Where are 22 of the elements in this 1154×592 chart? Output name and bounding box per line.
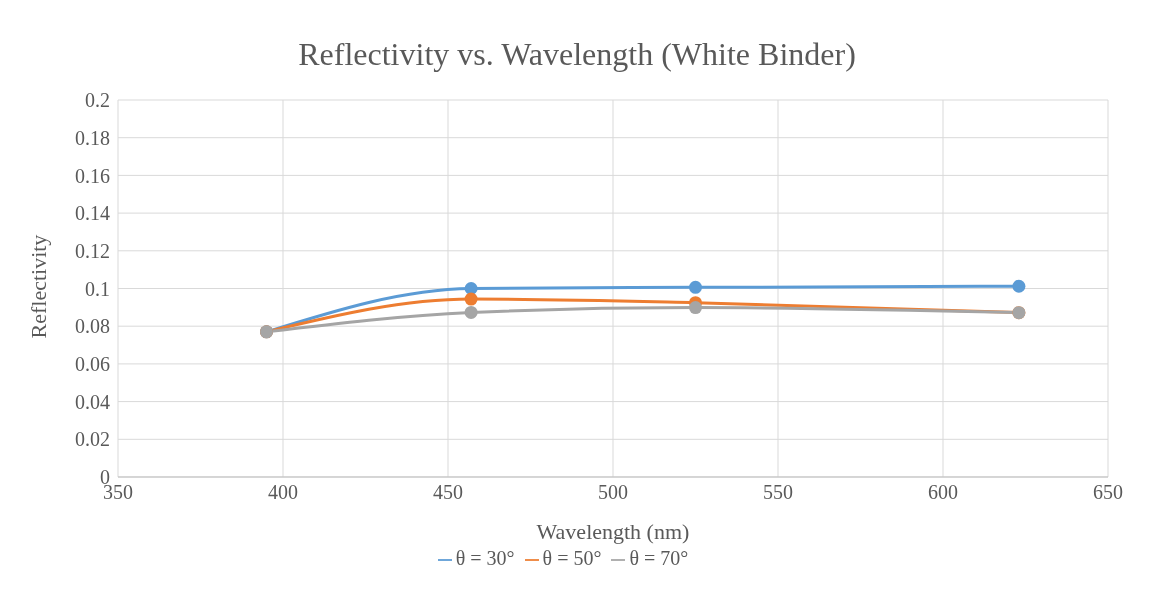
x-tick-label: 400 (268, 481, 298, 504)
y-tick-label: 0.08 (75, 315, 110, 338)
y-tick-label: 0.16 (75, 164, 110, 187)
chart-title: Reflectivity vs. Wavelength (White Binder) (297, 35, 857, 74)
legend-label: θ = 50° (542, 547, 602, 569)
x-tick-label: 500 (598, 481, 628, 504)
legend-label: θ = 30° (455, 547, 515, 569)
x-tick-label: 450 (433, 481, 463, 504)
y-tick-label: 0.06 (75, 353, 110, 375)
y-tick-label: 0.14 (75, 202, 110, 225)
y-tick-label: 0.12 (75, 239, 110, 262)
x-axis-title: Wavelength (nm) (536, 519, 690, 544)
x-tick-label: 550 (763, 481, 793, 504)
y-tick-label: 0.04 (75, 390, 110, 413)
legend-label: θ = 70° (629, 547, 689, 569)
x-tick-label: 600 (928, 481, 958, 504)
x-tick-label: 650 (1093, 481, 1123, 504)
y-tick-label: 0.2 (85, 89, 110, 112)
y-tick-label: 0.02 (75, 428, 110, 451)
y-tick-label: 0.18 (75, 126, 110, 149)
y-tick-label: 0.1 (85, 277, 110, 300)
y-axis-title: Reflectivity (25, 234, 51, 339)
